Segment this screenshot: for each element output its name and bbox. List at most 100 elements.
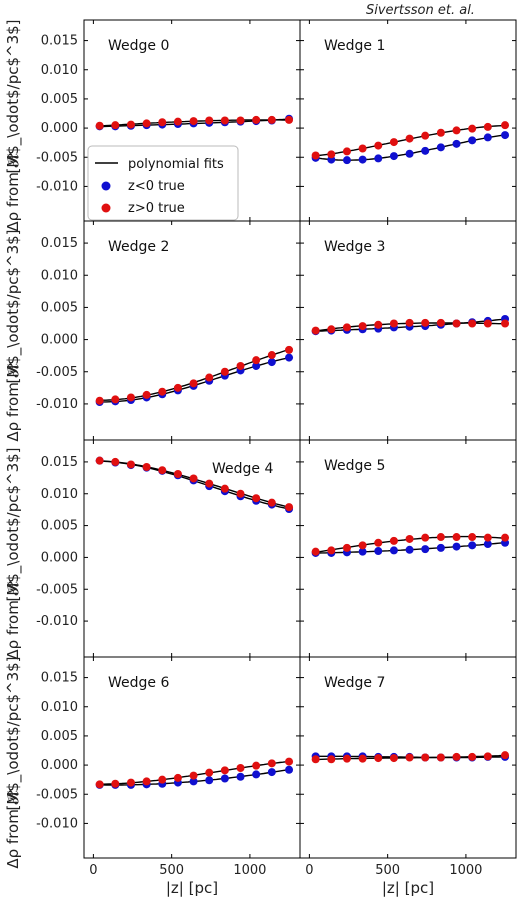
point-4-1-11 <box>267 498 276 507</box>
ytick-label-6-1: -0.005 <box>36 787 78 802</box>
point-7-1-10 <box>468 752 477 761</box>
point-0-1-1 <box>111 121 120 130</box>
wedge-label-3: Wedge 3 <box>324 239 385 255</box>
point-1-0-5 <box>389 152 398 161</box>
point-1-0-6 <box>405 149 414 158</box>
point-1-0-8 <box>436 143 445 152</box>
point-5-0-10 <box>468 541 477 550</box>
point-5-1-6 <box>405 534 414 543</box>
point-1-1-1 <box>327 150 336 159</box>
point-4-1-9 <box>236 489 245 498</box>
point-6-0-10 <box>252 770 261 779</box>
ytick-label-6-4: 0.010 <box>41 700 78 715</box>
panel-frame-7 <box>299 656 517 859</box>
point-7-1-4 <box>374 754 383 763</box>
point-2-1-7 <box>205 373 214 382</box>
xlabel-1: |z| [pc] <box>382 879 434 897</box>
point-2-0-12 <box>285 353 294 362</box>
ytick-label-4-1: -0.005 <box>36 582 78 597</box>
point-5-0-5 <box>389 546 398 555</box>
legend-box <box>87 145 239 221</box>
point-2-1-6 <box>189 379 198 388</box>
point-1-1-7 <box>421 131 430 140</box>
point-1-0-2 <box>342 156 351 165</box>
point-5-0-7 <box>421 545 430 554</box>
point-2-1-1 <box>111 395 120 404</box>
point-5-0-9 <box>452 542 461 551</box>
point-2-0-10 <box>252 361 261 370</box>
point-5-0-3 <box>358 547 367 556</box>
legend-entry-2: z>0 true <box>128 201 185 216</box>
point-5-1-9 <box>452 533 461 542</box>
point-6-0-6 <box>189 777 198 786</box>
ytick-label-2-0: -0.010 <box>36 397 78 412</box>
point-5-0-8 <box>436 543 445 552</box>
point-0-1-3 <box>142 119 151 128</box>
xtick-label-6-0: 0 <box>89 863 97 878</box>
point-0-1-6 <box>189 117 198 126</box>
point-4-1-10 <box>252 494 261 503</box>
point-0-1-10 <box>252 115 261 124</box>
point-5-1-10 <box>468 533 477 542</box>
point-1-1-0 <box>311 151 320 160</box>
point-2-1-3 <box>142 390 151 399</box>
point-6-1-4 <box>158 775 167 784</box>
ytick-label-0-1: -0.005 <box>36 150 78 165</box>
point-6-1-7 <box>205 768 214 777</box>
ytick-label-6-2: 0.000 <box>41 758 78 773</box>
point-6-1-6 <box>189 771 198 780</box>
ytick-label-2-1: -0.005 <box>36 365 78 380</box>
wedge-label-0: Wedge 0 <box>108 38 169 54</box>
point-1-1-3 <box>358 144 367 153</box>
point-4-1-4 <box>158 466 167 475</box>
point-6-1-1 <box>111 779 120 788</box>
point-0-1-11 <box>267 115 276 124</box>
point-2-1-0 <box>95 396 104 405</box>
ylabel-quantity-1: Δρ from 𝓡 <box>4 362 22 441</box>
wedge-label-2: Wedge 2 <box>108 239 169 255</box>
ytick-label-0-4: 0.010 <box>41 63 78 78</box>
point-6-1-9 <box>236 764 245 772</box>
ytick-label-0-2: 0.000 <box>41 121 78 136</box>
point-3-1-6 <box>405 318 414 327</box>
point-1-1-9 <box>452 126 461 135</box>
wedge-label-7: Wedge 7 <box>324 675 385 691</box>
point-4-1-5 <box>173 470 182 479</box>
point-0-1-4 <box>158 118 167 127</box>
xtick-label-7-0: 0 <box>305 863 313 878</box>
point-2-1-2 <box>126 393 135 402</box>
point-5-1-11 <box>483 533 492 542</box>
point-3-1-4 <box>374 320 383 329</box>
ytick-label-4-2: 0.000 <box>41 550 78 565</box>
point-6-0-9 <box>236 772 245 781</box>
point-1-0-4 <box>374 154 383 163</box>
point-3-1-7 <box>421 318 430 327</box>
point-1-1-8 <box>436 128 445 137</box>
point-7-1-9 <box>452 752 461 761</box>
point-7-1-7 <box>421 753 430 762</box>
xtick-label-7-1: 500 <box>375 863 400 878</box>
point-7-1-11 <box>483 752 492 761</box>
point-4-1-2 <box>126 460 135 469</box>
ylabel-units-0: [M$_\odot$/pc$^3$] <box>4 19 23 173</box>
point-6-0-12 <box>285 765 294 774</box>
point-6-1-12 <box>285 757 294 766</box>
point-7-1-2 <box>342 754 351 763</box>
wedge-label-1: Wedge 1 <box>324 38 385 54</box>
xtick-label-6-1: 500 <box>159 863 184 878</box>
point-1-0-11 <box>483 133 492 142</box>
ytick-label-0-3: 0.005 <box>41 92 78 107</box>
point-1-1-12 <box>501 121 510 130</box>
point-3-1-0 <box>311 326 320 335</box>
point-6-1-3 <box>142 777 151 786</box>
point-4-1-6 <box>189 474 198 483</box>
ytick-label-0-5: 0.015 <box>41 34 78 49</box>
ytick-label-4-0: -0.010 <box>36 614 78 629</box>
ylabel-units-2: [M$_\odot$/pc$^3$] <box>4 447 23 601</box>
wedge-label-4: Wedge 4 <box>212 461 273 477</box>
point-3-1-10 <box>468 319 477 328</box>
point-6-1-10 <box>252 761 261 770</box>
point-4-1-3 <box>142 463 151 472</box>
point-5-1-7 <box>421 533 430 542</box>
ylabel-quantity-3: Δρ from 𝓡 <box>4 789 22 868</box>
